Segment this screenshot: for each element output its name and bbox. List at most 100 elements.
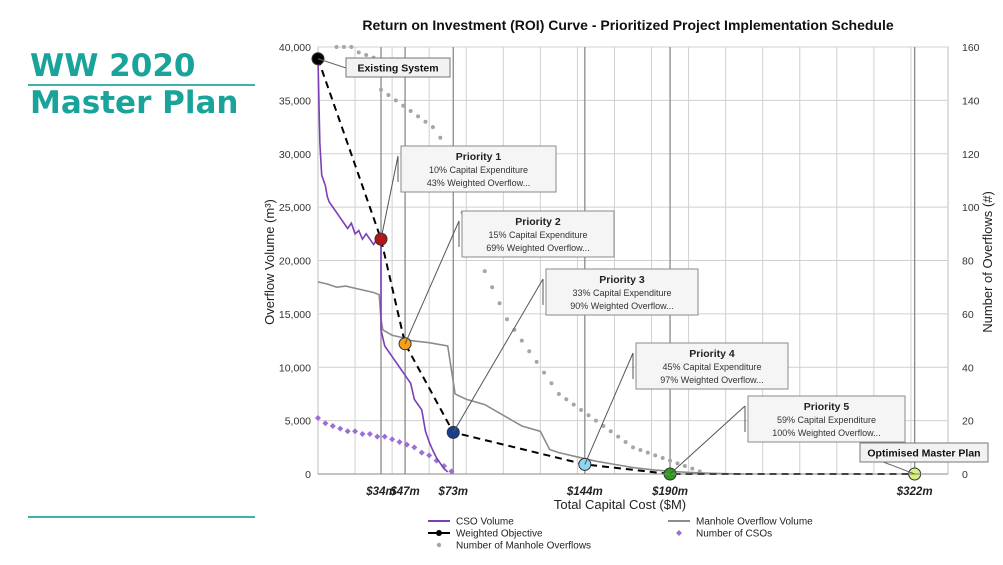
manhole-overflow-point <box>623 439 628 444</box>
manhole-overflow-point <box>579 407 584 412</box>
manhole-overflow-point <box>386 93 391 98</box>
y2-tick-label: 0 <box>962 469 968 481</box>
priority-title: Priority 4 <box>689 348 735 360</box>
y-tick-label: 25,000 <box>279 202 311 214</box>
legend-swatch-dot <box>436 530 442 536</box>
priority-leader <box>584 352 634 465</box>
manhole-overflow-point <box>682 463 687 468</box>
slide-title: WW 2020 Master Plan <box>30 48 238 122</box>
cso-count-point <box>381 433 388 440</box>
priority-title: Priority 2 <box>515 216 561 228</box>
cso-count-point <box>389 436 396 443</box>
manhole-overflow-point <box>341 45 346 49</box>
y2-axis-label: Number of Overflows (#) <box>980 191 995 333</box>
priority-overflow: 69% Weighted Overflow... <box>486 243 589 253</box>
priority-box <box>461 210 615 258</box>
manhole-overflow-point <box>349 45 354 49</box>
manhole-overflow-point <box>497 301 502 306</box>
y-tick-label: 15,000 <box>279 309 311 321</box>
manhole-overflow-point <box>430 125 435 130</box>
manhole-overflow-point <box>490 285 495 290</box>
legend-label: Number of Manhole Overflows <box>456 541 591 552</box>
legend-label: Weighted Objective <box>456 529 543 540</box>
callouts: Existing System Optimised Master Plan Prio… <box>317 57 989 475</box>
manhole-overflow-point <box>401 103 406 108</box>
legend-label: CSO Volume <box>456 517 514 528</box>
cso-count-point <box>329 422 336 429</box>
priority-box <box>747 395 906 443</box>
manhole-overflow-point <box>653 453 658 458</box>
manhole-overflow-point <box>519 338 524 343</box>
optimised-master-plan-box <box>859 442 989 463</box>
cso-count-point <box>315 414 321 421</box>
cso-count-point <box>411 444 418 451</box>
priority-capex: 33% Capital Expenditure <box>572 288 671 298</box>
priority-capex: 10% Capital Expenditure <box>429 165 528 175</box>
priority-capex: 45% Capital Expenditure <box>662 362 761 372</box>
y2-tick-label: 100 <box>962 202 980 214</box>
priority-box <box>545 268 699 316</box>
manhole-overflow-point <box>571 402 576 407</box>
manhole-overflow-point <box>416 114 421 119</box>
cso-count-point <box>448 468 455 475</box>
cso-count-point <box>322 420 329 427</box>
cso-count-point <box>337 425 344 432</box>
chart-legend: CSO Volume Manhole Overflow Volume Weighte… <box>428 517 813 552</box>
manhole-overflow-point <box>586 413 591 418</box>
manhole-overflow-point <box>675 461 680 466</box>
milestone-label: $144m <box>566 486 603 498</box>
manhole-overflow-point <box>668 458 673 463</box>
manhole-overflow-point <box>393 98 398 103</box>
priority-leader <box>380 155 399 240</box>
manhole-overflow-point <box>564 397 569 402</box>
manhole-overflow-point <box>534 359 539 364</box>
manhole-overflow-point <box>334 45 339 49</box>
priority-overflow: 43% Weighted Overflow... <box>427 178 530 188</box>
priority-title: Priority 1 <box>456 151 502 163</box>
priority-capex: 59% Capital Expenditure <box>777 415 876 425</box>
priority-overflow: 100% Weighted Overflow... <box>772 428 880 438</box>
manhole-overflow-point <box>505 317 509 322</box>
legend-label: Number of CSOs <box>696 529 772 540</box>
manhole-overflow-volume-line <box>317 281 745 475</box>
priority-title: Priority 3 <box>599 274 645 286</box>
existing-system-leader <box>317 58 347 69</box>
y-tick-label: 20,000 <box>279 256 311 268</box>
manhole-overflow-point <box>608 429 613 434</box>
existing-system-box <box>345 57 451 78</box>
manhole-overflow-point <box>482 269 487 274</box>
manhole-overflow-point <box>616 434 621 439</box>
y2-tick-label: 160 <box>962 42 980 54</box>
priority-box <box>400 145 557 193</box>
manhole-overflow-point <box>660 455 665 460</box>
legend-swatch <box>436 542 442 548</box>
priority-capex: 15% Capital Expenditure <box>488 230 587 240</box>
y2-tick-label: 40 <box>962 362 974 374</box>
cso-count-point <box>352 428 359 435</box>
bottom-divider <box>28 516 255 518</box>
manhole-overflow-point <box>527 349 532 354</box>
priority-leader <box>669 405 746 475</box>
chart-title: Return on Investment (ROI) Curve - Prior… <box>362 17 894 33</box>
y2-tick-label: 140 <box>962 95 980 107</box>
manhole-overflow-point <box>356 50 361 55</box>
cso-count-point <box>426 452 433 459</box>
manhole-overflow-point <box>549 381 554 386</box>
manhole-overflow-point <box>438 135 443 140</box>
cso-count-point <box>418 449 425 456</box>
manhole-overflow-point <box>408 109 413 114</box>
optimised-master-plan-label: Optimised Master Plan <box>867 448 980 460</box>
cso-count-point <box>374 433 381 440</box>
milestone-label: $47m <box>389 486 419 498</box>
cso-count-point <box>344 428 351 435</box>
y2-tick-label: 80 <box>962 256 974 268</box>
manhole-overflow-point <box>364 53 369 58</box>
title-divider <box>28 84 255 86</box>
y-tick-label: 0 <box>305 469 311 481</box>
priority-overflow: 97% Weighted Overflow... <box>660 375 763 385</box>
y-tick-label: 30,000 <box>279 149 311 161</box>
milestone-label: $190m <box>651 486 688 498</box>
cso-count-point <box>396 438 403 445</box>
milestone-label: $73m <box>438 486 468 498</box>
